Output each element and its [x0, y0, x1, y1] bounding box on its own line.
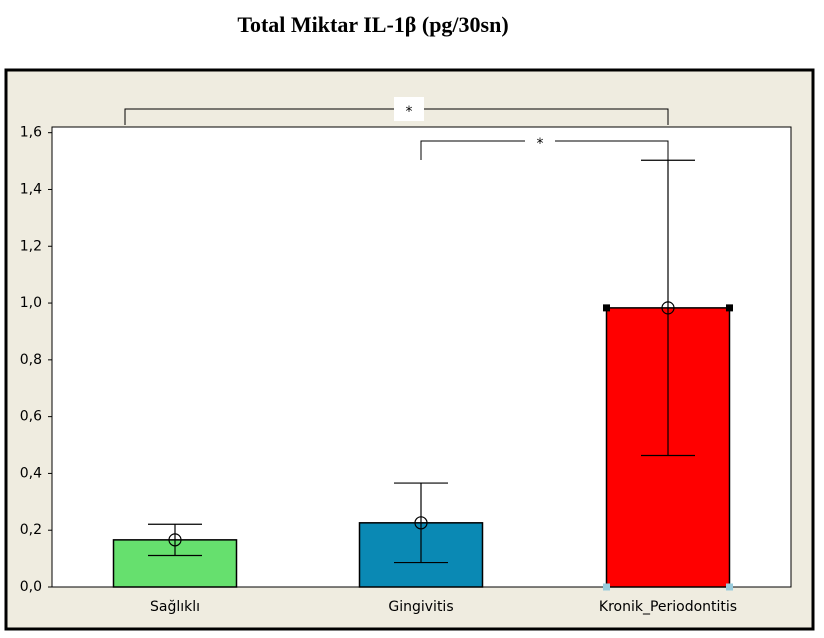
y-tick-label: 1,0	[20, 295, 42, 311]
y-tick-label: 1,6	[20, 125, 42, 141]
selection-handle	[603, 583, 610, 591]
significance-label: *	[406, 104, 413, 120]
mean-marker	[414, 516, 428, 530]
mean-marker	[661, 301, 675, 315]
x-tick-label: Kronik_Periodontitis	[599, 599, 737, 615]
y-tick-label: 0,6	[20, 409, 42, 425]
y-tick-label: 0,4	[20, 465, 42, 481]
significance-box	[394, 97, 424, 121]
y-tick-label: 1,4	[20, 181, 42, 197]
y-tick-label: 0,0	[20, 579, 42, 595]
x-tick-label: Gingivitis	[388, 599, 453, 615]
selection-handle	[726, 304, 733, 312]
significance-label: *	[537, 136, 544, 152]
y-tick-label: 1,2	[20, 238, 42, 254]
x-tick-label: Sağlıklı	[150, 599, 200, 615]
selection-handle	[603, 304, 610, 312]
y-tick-label: 0,8	[20, 352, 42, 368]
significance-box	[525, 129, 555, 153]
mean-marker	[168, 533, 182, 547]
y-tick-label: 0,2	[20, 522, 42, 538]
chart-title: Total Miktar IL-1β (pg/30sn)	[237, 12, 508, 37]
selection-handle	[726, 583, 733, 591]
